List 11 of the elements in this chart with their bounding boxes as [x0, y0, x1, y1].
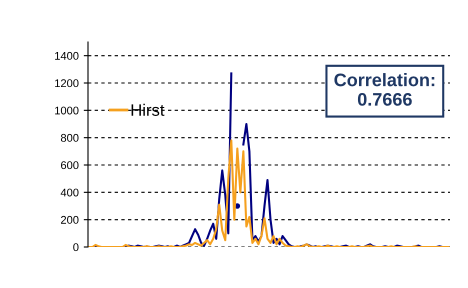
y-tick-label: 1000 [55, 106, 79, 114]
y-tick-label: 200 [60, 216, 79, 224]
legend-label: Hirst [132, 104, 164, 116]
annotation: Correlation: 0.7666 [334, 73, 434, 106]
y-tick-label: 0 [73, 243, 79, 252]
y-tick-label: 1400 [55, 52, 79, 60]
line-series [88, 139, 450, 247]
y-tick-label: 1200 [55, 79, 79, 88]
y-tick-label: 600 [61, 161, 79, 170]
y-tick-label: 400 [60, 188, 79, 196]
y-tick-label: 800 [60, 134, 79, 142]
